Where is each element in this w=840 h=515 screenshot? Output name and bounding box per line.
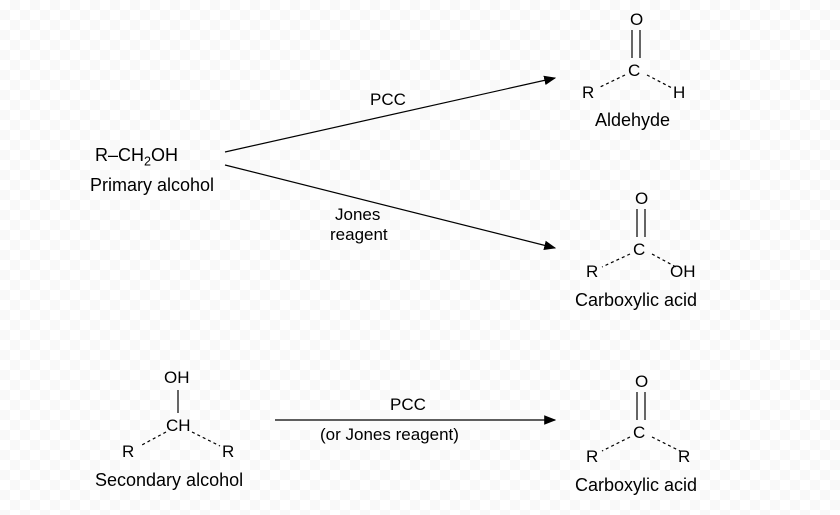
- aldehyde-O-atom: O: [630, 10, 643, 30]
- jones-reagent-label-line2: reagent: [330, 225, 388, 245]
- secondary-OH-atom: OH: [164, 368, 190, 388]
- ketone-R2-atom: R: [678, 447, 690, 467]
- aldehyde-caption: Aldehyde: [595, 110, 670, 131]
- ketone-C-atom: C: [633, 423, 645, 443]
- pcc-reagent-label: PCC: [370, 90, 406, 110]
- carboxylic-OH-atom: OH: [670, 262, 696, 282]
- carboxylic-O-atom: O: [635, 189, 648, 209]
- ketone-R1-atom: R: [586, 447, 598, 467]
- secondary-R2-atom: R: [222, 442, 234, 462]
- ketone-O-atom: O: [635, 372, 648, 392]
- jones-reagent-label-line1: Jones: [335, 205, 380, 225]
- pcc-or-jones-line1: PCC: [390, 395, 426, 415]
- aldehyde-R-atom: R: [582, 83, 594, 103]
- aldehyde-H-atom: H: [673, 83, 685, 103]
- carboxylic-R-atom: R: [586, 262, 598, 282]
- primary-alcohol-formula: R–CH2OH: [95, 145, 178, 169]
- secondary-R1-atom: R: [122, 442, 134, 462]
- pcc-or-jones-line2: (or Jones reagent): [320, 425, 459, 445]
- carboxylic-C-atom: C: [633, 240, 645, 260]
- secondary-CH-atom: CH: [166, 416, 191, 436]
- carboxylic-acid-caption: Carboxylic acid: [575, 290, 697, 311]
- primary-alcohol-caption: Primary alcohol: [90, 175, 214, 196]
- ketone-caption: Carboxylic acid: [575, 475, 697, 496]
- secondary-alcohol-caption: Secondary alcohol: [95, 470, 243, 491]
- aldehyde-C-atom: C: [628, 61, 640, 81]
